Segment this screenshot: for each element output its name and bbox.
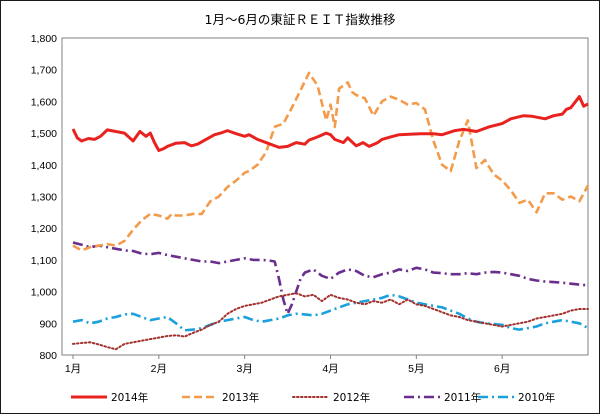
y-tick-label: 1,600 <box>31 96 57 108</box>
series-line-2013年 <box>72 71 590 252</box>
y-axis: 800 900 1,000 1,100 1,200 1,300 1,400 1,500 1,60… <box>31 33 57 362</box>
chart-title: 1月～6月の東証ＲＥＩＴ指数推移 <box>205 12 396 27</box>
legend: 2014年 2013年 2012年 2011年 2010年 <box>71 391 555 404</box>
plot-area <box>61 37 589 356</box>
legend-label: 2011年 <box>444 391 481 404</box>
legend-label: 2010年 <box>518 391 555 404</box>
legend-label: 2012年 <box>333 391 370 404</box>
y-tick-label: 1,800 <box>31 33 57 45</box>
legend-label: 2014年 <box>111 391 148 404</box>
x-axis: 1月 2月 3月 4月 5月 6月 <box>65 355 510 375</box>
legend-label: 2013年 <box>222 391 259 404</box>
y-tick-label: 1,100 <box>31 255 57 267</box>
y-tick-label: 1,500 <box>31 128 57 140</box>
y-tick-label: 1,000 <box>31 287 57 299</box>
y-tick-label: 1,700 <box>31 65 57 77</box>
series-line-2014年 <box>71 95 589 152</box>
y-tick-label: 1,200 <box>31 223 57 235</box>
series-layer <box>71 71 590 351</box>
y-tick-label: 900 <box>39 318 57 330</box>
x-tick-label: 5月 <box>408 363 424 375</box>
x-tick-label: 6月 <box>494 363 510 375</box>
y-tick-label: 1,300 <box>31 192 57 204</box>
series-line-2010年 <box>72 293 589 332</box>
x-tick-label: 2月 <box>151 363 167 375</box>
x-tick-label: 4月 <box>322 363 338 375</box>
series-line-2011年 <box>72 241 589 316</box>
y-tick-label: 800 <box>39 350 57 362</box>
x-tick-label: 3月 <box>236 363 252 375</box>
series-line-2012年 <box>72 292 589 351</box>
y-tick-label: 1,400 <box>31 160 57 172</box>
x-tick-label: 1月 <box>65 363 81 375</box>
